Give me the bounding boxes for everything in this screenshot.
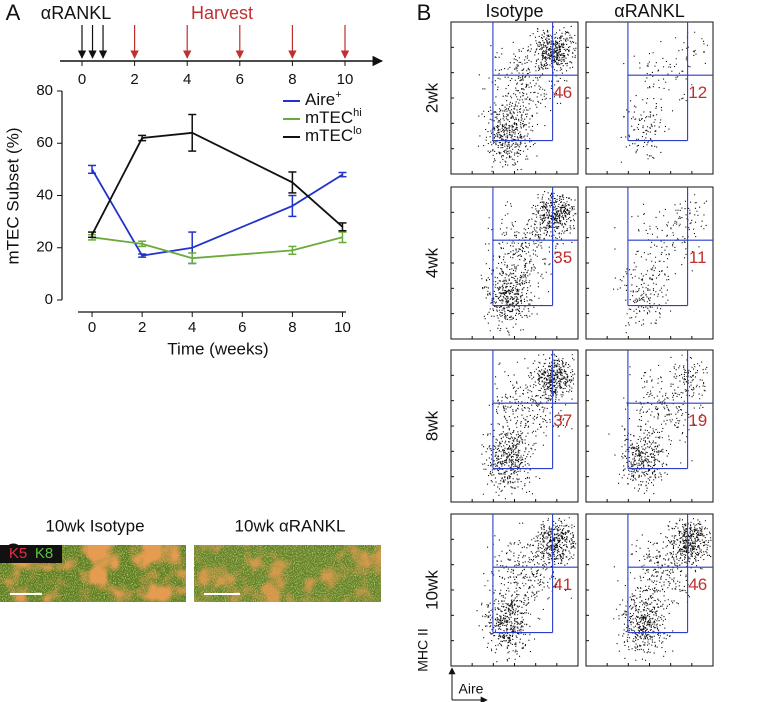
timeline-tick-label: 10 [337, 71, 354, 88]
flow-plot: 35 [450, 186, 579, 340]
legend-sup: lo [353, 125, 362, 137]
x-tick-label: 2 [138, 319, 146, 336]
legend-sup: + [335, 89, 341, 101]
y-tick-label: 60 [36, 134, 53, 151]
error-bar [188, 113, 197, 152]
row-label: 2wk [422, 82, 441, 113]
stain-k8: K8 [35, 545, 53, 562]
harvest-label: Harvest [191, 3, 253, 23]
legend-name: mTEC [305, 108, 353, 127]
micrograph [194, 545, 381, 602]
legend-name: Aire [305, 90, 335, 109]
flow-plot: 41 [450, 513, 579, 667]
x-tick-label: 0 [88, 319, 96, 336]
flow-plot: 37 [450, 349, 579, 503]
micrograph-k5 [194, 545, 381, 602]
flow-plot: 46 [585, 513, 714, 667]
micrograph-title: 10wk Isotype [45, 516, 144, 535]
flow-y-label: MHC II [415, 628, 431, 672]
x-tick-label: 6 [238, 319, 246, 336]
y-tick-label: 20 [36, 239, 53, 256]
plot-frame [450, 513, 579, 667]
gate-percent: 41 [553, 575, 572, 594]
y-tick-label: 0 [45, 291, 53, 308]
plot-frame [585, 21, 714, 175]
flow-plot: 19 [585, 349, 714, 503]
x-tick-label: 4 [188, 319, 196, 336]
timeline-tick-label: 4 [183, 71, 191, 88]
legend-sup: hi [353, 107, 362, 119]
legend-name: mTEC [305, 126, 353, 145]
gate-percent: 35 [553, 248, 572, 267]
gate-percent: 37 [553, 411, 572, 430]
y-tick-label: 80 [36, 82, 53, 99]
error-bar [288, 194, 297, 218]
panel-label: B [417, 0, 432, 25]
y-tick-label: 40 [36, 186, 53, 203]
gate-percent: 11 [689, 248, 707, 267]
legend-entry: mTEClo [305, 125, 362, 146]
flow-plot: 11 [585, 186, 714, 340]
y-axis-label: mTEC Subset (%) [3, 128, 22, 265]
x-axis-label: Time (weeks) [167, 339, 268, 358]
flow-plot: 12 [585, 21, 714, 175]
timeline-tick-label: 0 [78, 71, 86, 88]
flow-x-label: Aire [459, 681, 484, 697]
column-header: αRANKL [614, 1, 684, 21]
flow-plot: 46 [450, 21, 579, 175]
flow-events [613, 518, 712, 661]
error-bar [288, 245, 297, 256]
error-bar [138, 134, 147, 142]
micrograph [0, 545, 186, 602]
error-bar [338, 231, 347, 244]
legend-entry: mTEChi [305, 107, 362, 128]
row-label: 10wk [422, 570, 441, 610]
flow-events [481, 353, 576, 500]
error-bar [88, 164, 97, 175]
timeline-tick-label: 6 [236, 71, 244, 88]
plot-frame [585, 513, 714, 667]
gate-percent: 46 [553, 83, 572, 102]
flow-events [480, 191, 577, 336]
micrograph-title: 10wk αRANKL [235, 516, 346, 535]
x-tick-label: 10 [334, 319, 351, 336]
error-bar [88, 231, 97, 239]
error-bar [138, 240, 147, 248]
plot-frame [585, 186, 714, 340]
stain-key-bg [0, 545, 62, 563]
timeline-tick-label: 8 [288, 71, 296, 88]
series-line [91, 131, 344, 236]
x-tick-label: 8 [288, 319, 296, 336]
flow-events [608, 354, 708, 495]
flow-events [477, 25, 577, 172]
column-header: Isotype [485, 1, 543, 21]
panel-label: A [6, 0, 21, 25]
error-bar [138, 253, 147, 258]
error-bar [188, 252, 197, 265]
gate-percent: 19 [688, 411, 707, 430]
gate-percent: 46 [688, 575, 707, 594]
gate-percent: 12 [688, 83, 707, 102]
treatment-label: αRANKL [41, 3, 111, 23]
legend-entry: Aire+ [305, 89, 342, 110]
stain-k5: K5 [9, 545, 27, 562]
series-line [91, 236, 343, 260]
error-bar [288, 171, 297, 194]
row-label: 4wk [422, 247, 441, 278]
row-label: 8wk [422, 410, 441, 441]
timeline-tick-label: 2 [130, 71, 138, 88]
error-bar [338, 171, 347, 178]
error-bar [338, 222, 347, 232]
